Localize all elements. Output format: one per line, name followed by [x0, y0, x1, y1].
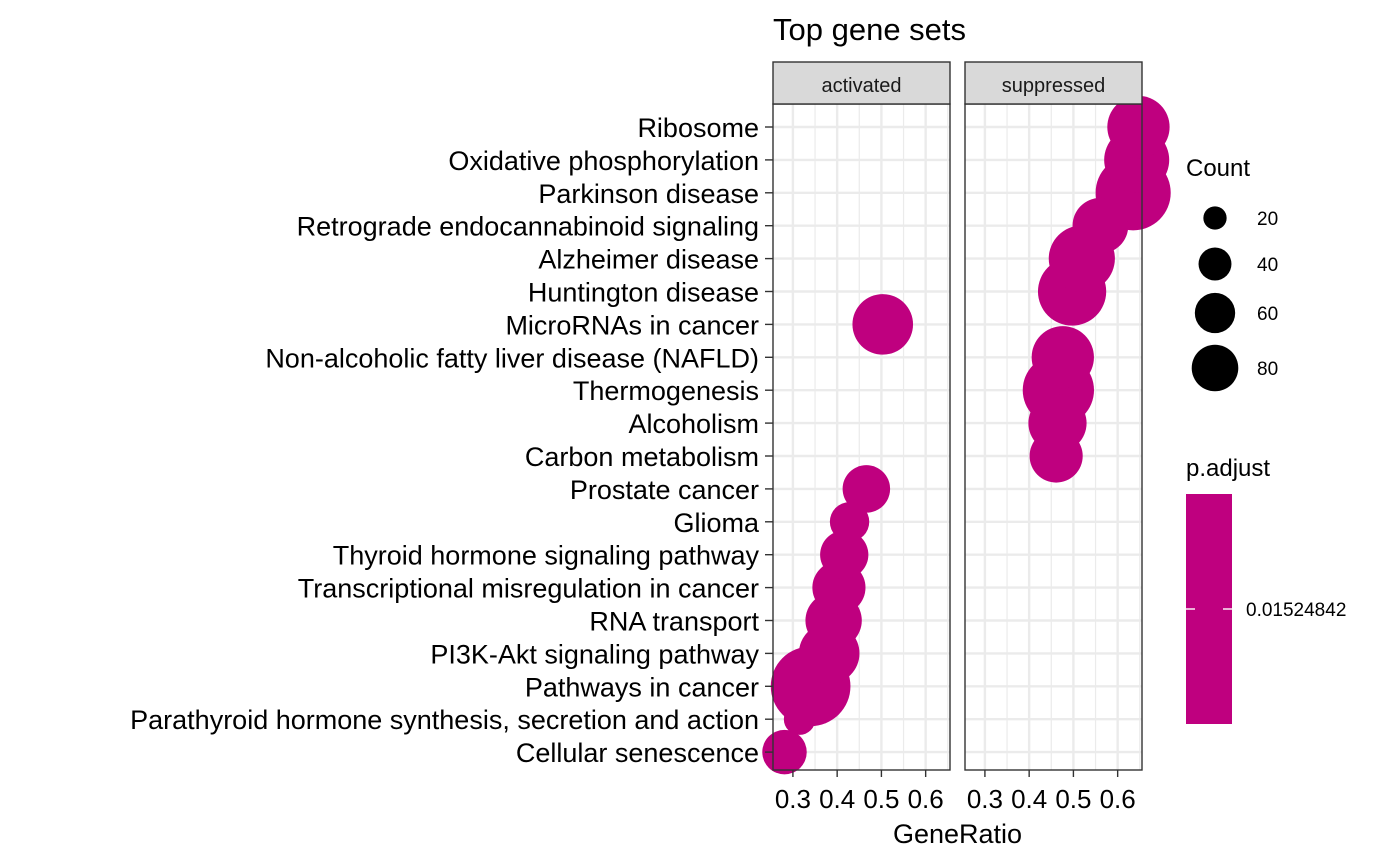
- data-point: [829, 502, 870, 542]
- y-tick-label: RNA transport: [589, 607, 759, 637]
- y-tick-label: Thermogenesis: [573, 376, 759, 406]
- data-point: [783, 703, 816, 735]
- y-tick-label: Non-alcoholic fatty liver disease (NAFLD…: [265, 343, 759, 373]
- y-tick-label: Transcriptional misregulation in cancer: [298, 574, 759, 604]
- y-tick-label: Parathyroid hormone synthesis, secretion…: [130, 705, 759, 735]
- y-tick-label: Retrograde endocannabinoid signaling: [297, 212, 759, 242]
- size-legend-key: [1203, 206, 1227, 230]
- strip-background: [772, 61, 951, 105]
- color-legend: 0.01524842: [1186, 494, 1346, 724]
- y-tick-label: MicroRNAs in cancer: [505, 310, 759, 340]
- data-point: [852, 294, 914, 355]
- y-tick-label: Thyroid hormone signaling pathway: [333, 541, 760, 571]
- y-tick-label: Pathways in cancer: [525, 672, 759, 702]
- data-point: [842, 465, 891, 513]
- data-point: [1072, 197, 1129, 254]
- y-tick-label: PI3K-Akt signaling pathway: [430, 639, 759, 669]
- y-tick-label: Oxidative phosphorylation: [448, 146, 759, 176]
- y-tick-label: Parkinson disease: [538, 179, 759, 209]
- size-legend: 20 40 60 80: [1191, 206, 1278, 392]
- x-tick-label: 0.5: [863, 784, 899, 814]
- y-tick-label: Carbon metabolism: [525, 442, 759, 472]
- y-tick-label: Ribosome: [637, 113, 759, 143]
- y-tick-label: Huntington disease: [528, 278, 759, 308]
- panel-activated: activated 0.3 0.4 0.5 0.6: [762, 61, 951, 814]
- strip-label: suppressed: [1002, 75, 1105, 97]
- size-legend-label: 80: [1257, 359, 1278, 380]
- x-tick-label: 0.6: [908, 784, 944, 814]
- x-tick-label: 0.4: [1011, 784, 1047, 814]
- data-point: [820, 530, 869, 579]
- strip-label: activated: [821, 75, 901, 97]
- x-tick-label: 0.6: [1100, 784, 1136, 814]
- x-tick-label: 0.3: [967, 784, 1003, 814]
- y-tick-label: Glioma: [673, 508, 760, 538]
- panels: activated 0.3 0.4 0.5 0.6 suppressed 0.3 0.4 0.5…: [762, 61, 1171, 814]
- color-legend-label: 0.01524842: [1246, 600, 1346, 621]
- strip-background: [964, 61, 1143, 105]
- size-legend-key: [1194, 292, 1236, 334]
- chart-title: Top gene sets: [773, 12, 966, 47]
- size-legend-key: [1191, 344, 1239, 392]
- y-tick-label: Cellular senescence: [516, 738, 759, 768]
- size-legend-key: [1198, 247, 1232, 281]
- x-axis-title: GeneRatio: [893, 819, 1022, 849]
- size-legend-label: 20: [1257, 209, 1278, 230]
- x-tick-label: 0.3: [775, 784, 811, 814]
- y-tick-label: Alzheimer disease: [538, 245, 759, 275]
- data-point: [1029, 429, 1083, 483]
- x-tick-label: 0.4: [819, 784, 855, 814]
- color-legend-title: p.adjust: [1186, 455, 1270, 482]
- data-point: [1107, 95, 1170, 159]
- size-legend-title: Count: [1186, 155, 1250, 182]
- panel-suppressed: suppressed 0.3 0.4 0.5 0.6: [964, 61, 1171, 814]
- data-point: [1031, 326, 1094, 389]
- size-legend-label: 60: [1257, 304, 1278, 325]
- y-tick-label: Alcoholism: [628, 409, 759, 439]
- y-tick-label: Prostate cancer: [570, 475, 759, 505]
- size-legend-label: 40: [1257, 255, 1278, 276]
- x-tick-label: 0.5: [1055, 784, 1091, 814]
